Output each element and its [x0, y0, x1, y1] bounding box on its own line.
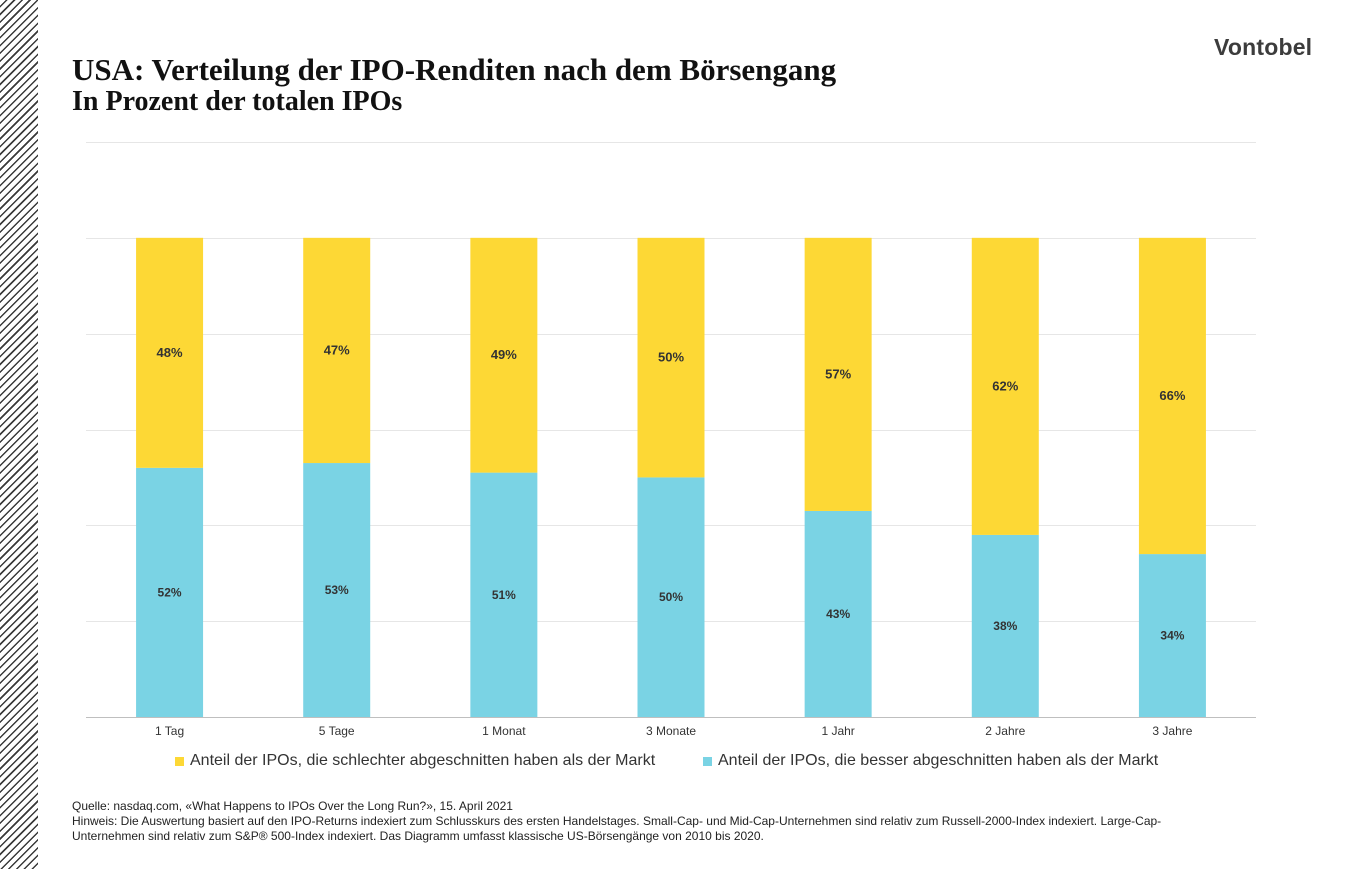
data-label-better: 51%: [492, 588, 516, 602]
hint-note: Hinweis: Die Auswertung basiert auf den …: [72, 814, 1162, 843]
bar-segment-better: [470, 472, 538, 717]
data-label-better: 52%: [158, 585, 182, 599]
bar-segment-worse: [470, 237, 538, 473]
x-tick-label: 2 Jahre: [985, 724, 1025, 738]
x-tick-label: 1 Monat: [482, 724, 526, 738]
data-label-worse: 62%: [992, 378, 1018, 393]
bar-segment-worse: [804, 237, 872, 511]
legend-label-better: Anteil der IPOs, die besser abgeschnitte…: [718, 752, 1159, 769]
legend-item-worse: Anteil der IPOs, die schlechter abgeschn…: [175, 752, 655, 770]
x-tick-label: 5 Tage: [319, 724, 355, 738]
bar-segment-better: [804, 510, 872, 717]
legend-item-better: Anteil der IPOs, die besser abgeschnitte…: [703, 752, 1158, 770]
data-label-better: 34%: [1160, 629, 1184, 643]
bar-segment-worse: [1138, 237, 1206, 555]
bar-segment-better: [637, 477, 705, 717]
legend-swatch-worse: [175, 756, 184, 766]
data-label-worse: 66%: [1159, 388, 1185, 403]
bar-segment-worse: [971, 237, 1039, 535]
footnotes: Quelle: nasdaq.com, «What Happens to IPO…: [72, 799, 1192, 844]
data-label-better: 53%: [325, 583, 349, 597]
x-tick-label: 3 Monate: [646, 724, 696, 738]
data-label-worse: 48%: [157, 345, 183, 360]
data-label-better: 43%: [826, 607, 850, 621]
legend: Anteil der IPOs, die schlechter abgeschn…: [0, 752, 1365, 774]
data-label-better: 50%: [659, 590, 683, 604]
bar-segment-better: [1138, 554, 1206, 717]
x-tick-label: 1 Tag: [155, 724, 184, 738]
source-note: Quelle: nasdaq.com, «What Happens to IPO…: [72, 799, 513, 813]
x-tick-label: 1 Jahr: [821, 724, 854, 738]
bar-segment-better: [303, 463, 371, 717]
data-label-better: 38%: [993, 619, 1017, 633]
data-label-worse: 57%: [825, 366, 851, 381]
chart-subtitle: In Prozent der totalen IPOs: [72, 86, 403, 117]
bar-segment-worse: [136, 237, 204, 468]
bar-segment-better: [971, 534, 1039, 717]
x-tick-label: 3 Jahre: [1152, 724, 1192, 738]
vontobel-logo: Vontobel: [1214, 34, 1313, 60]
legend-label-worse: Anteil der IPOs, die schlechter abgeschn…: [190, 752, 656, 769]
bar-segment-better: [136, 467, 204, 717]
hatch-border-decoration: [0, 0, 38, 869]
data-label-worse: 49%: [491, 347, 517, 362]
bar-segment-worse: [637, 237, 705, 478]
legend-swatch-better: [703, 756, 712, 766]
data-label-worse: 50%: [658, 350, 684, 365]
chart-title: USA: Verteilung der IPO-Renditen nach de…: [72, 52, 837, 87]
data-label-worse: 47%: [324, 342, 350, 357]
bar-segment-worse: [303, 237, 371, 464]
